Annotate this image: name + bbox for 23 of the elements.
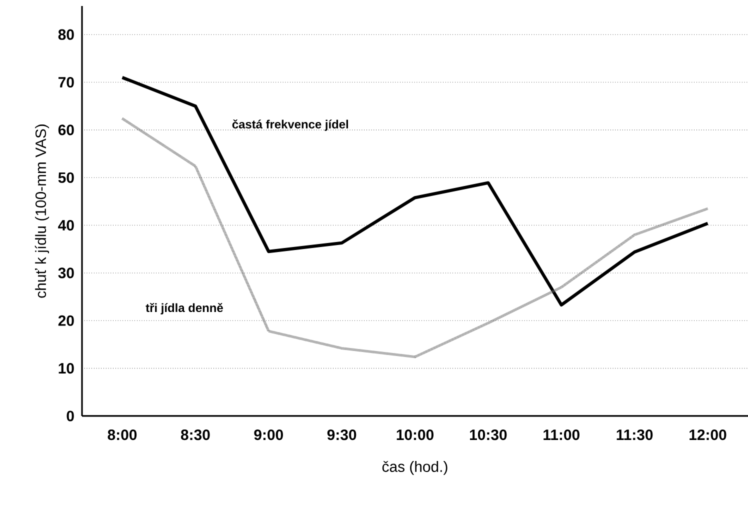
x-tick-label: 11:00 xyxy=(544,430,580,440)
y-axis-title: chuť k jídlu (100-mm VAS) xyxy=(34,124,50,298)
y-tick-label: 80 xyxy=(58,29,74,40)
x-tick-label: 9:30 xyxy=(327,430,356,440)
x-tick-label: 9:00 xyxy=(254,430,283,440)
y-tick-label: 20 xyxy=(58,315,74,326)
x-tick-label: 8:00 xyxy=(108,430,137,440)
y-tick-label: 70 xyxy=(58,76,74,88)
x-tick-label: 10:30 xyxy=(470,430,507,440)
y-tick-label: 10 xyxy=(58,363,74,374)
x-tick-label: 8:30 xyxy=(180,430,210,440)
line-series xyxy=(120,117,710,358)
y-tick-label: 40 xyxy=(58,220,74,231)
x-tick-label: 12:00 xyxy=(690,430,726,440)
text: tři jídla denně xyxy=(146,303,223,314)
y-tick-label: 60 xyxy=(58,124,74,136)
x-tick-label: 11:30 xyxy=(616,430,653,440)
x-axis-title: čas (hod.) xyxy=(382,460,448,475)
x-tick-label: 10:00 xyxy=(396,430,434,440)
y-tick-label: 0 xyxy=(66,410,74,422)
series-label: častá frekvence jídel xyxy=(232,119,348,131)
y-tick-label: 30 xyxy=(58,268,74,278)
y-tick-label: 50 xyxy=(58,172,74,183)
